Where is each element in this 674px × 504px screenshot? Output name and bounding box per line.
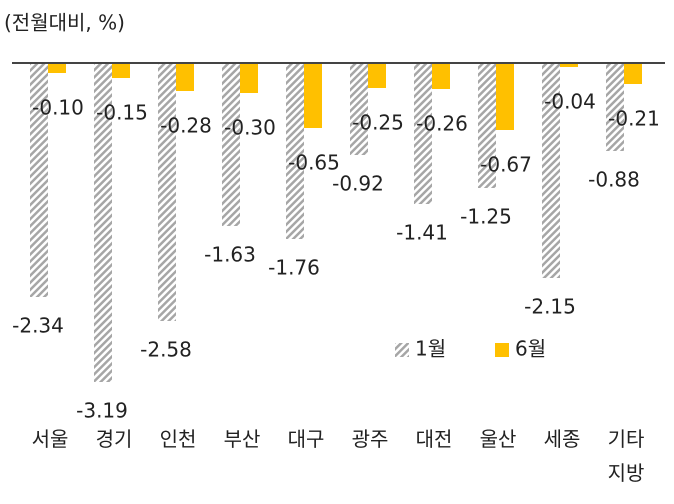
x-tick-label: 인천 bbox=[159, 427, 197, 451]
value-label: -0.30 bbox=[224, 116, 276, 140]
bar bbox=[240, 63, 258, 93]
legend-swatch bbox=[495, 343, 509, 357]
bar bbox=[304, 63, 322, 128]
value-label: -1.63 bbox=[204, 243, 256, 267]
bar bbox=[560, 63, 578, 67]
x-tick-label: 대전 bbox=[415, 427, 453, 451]
value-label: -2.34 bbox=[12, 314, 64, 338]
value-label: -0.25 bbox=[352, 111, 404, 135]
value-label: -0.65 bbox=[288, 151, 340, 175]
value-label: -0.04 bbox=[544, 90, 596, 114]
value-label: -0.26 bbox=[416, 112, 468, 136]
value-label: -2.15 bbox=[524, 295, 576, 319]
value-label: -0.21 bbox=[608, 107, 660, 131]
x-tick-label: 경기 bbox=[95, 427, 133, 451]
bar bbox=[624, 63, 642, 84]
bar bbox=[432, 63, 450, 89]
bar bbox=[112, 63, 130, 78]
x-tick-label: 세종 bbox=[543, 427, 581, 451]
legend-swatch bbox=[395, 343, 409, 357]
x-tick-label: 부산 bbox=[223, 427, 261, 451]
value-label: -1.25 bbox=[460, 205, 512, 229]
x-tick-label: 기타 지방 bbox=[607, 427, 645, 485]
legend-label: 1월 bbox=[415, 337, 446, 361]
x-tick-label: 대구 bbox=[287, 427, 325, 451]
value-label: -0.28 bbox=[160, 114, 212, 138]
x-tick-label: 울산 bbox=[479, 427, 517, 451]
bar bbox=[496, 63, 514, 130]
x-tick-label: 광주 bbox=[351, 427, 389, 451]
legend-label: 6월 bbox=[515, 337, 546, 361]
bar bbox=[222, 63, 240, 226]
bar bbox=[30, 63, 48, 297]
bar bbox=[478, 63, 496, 188]
bar bbox=[606, 63, 624, 151]
bar bbox=[350, 63, 368, 155]
bar bbox=[286, 63, 304, 239]
x-tick-label: 서울 bbox=[31, 427, 69, 451]
value-label: -1.41 bbox=[396, 221, 448, 245]
value-label: -0.15 bbox=[96, 101, 148, 125]
bar bbox=[368, 63, 386, 88]
value-label: -3.19 bbox=[76, 399, 128, 423]
chart-title: (전월대비, %) bbox=[4, 11, 125, 35]
bar bbox=[176, 63, 194, 91]
value-label: -0.88 bbox=[588, 168, 640, 192]
value-label: -1.76 bbox=[268, 256, 320, 280]
value-label: -0.67 bbox=[480, 153, 532, 177]
bar bbox=[158, 63, 176, 321]
value-label: -0.92 bbox=[332, 172, 384, 196]
bar bbox=[48, 63, 66, 73]
value-label: -2.58 bbox=[140, 338, 192, 362]
bar bbox=[94, 63, 112, 382]
bar bbox=[542, 63, 560, 278]
value-label: -0.10 bbox=[32, 96, 84, 120]
bar bbox=[414, 63, 432, 204]
